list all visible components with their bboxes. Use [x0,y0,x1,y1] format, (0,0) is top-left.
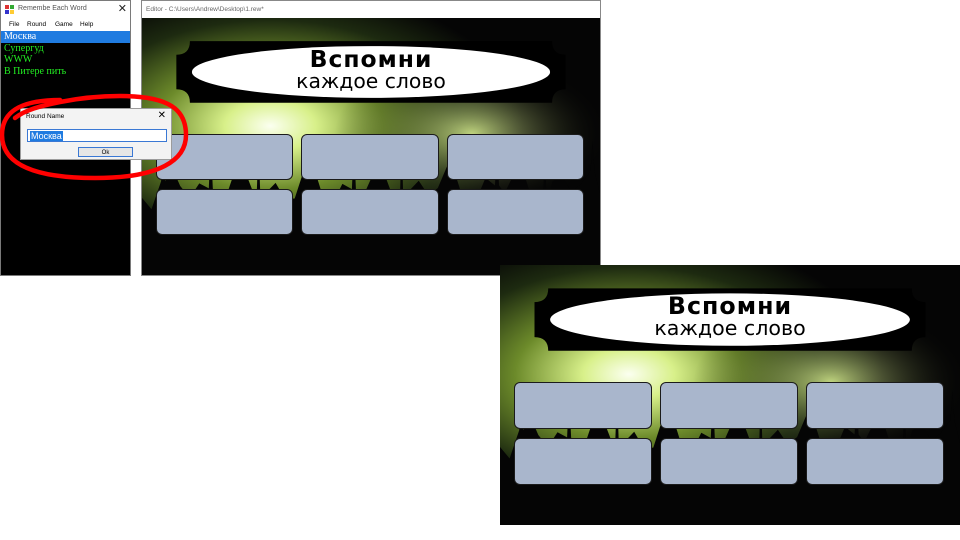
menu-bar: File Round Game Help [1,18,130,31]
banner-title: Вспомни [309,44,433,73]
word-slot[interactable] [155,133,294,180]
ok-button[interactable]: Ok [78,147,133,157]
word-slot [806,437,945,485]
round-name-input[interactable]: Москва [27,129,167,142]
close-icon[interactable]: ✕ [117,3,127,15]
list-item[interactable]: WWW [4,54,33,65]
list-item[interactable]: Москва [1,31,130,43]
word-slot [660,437,799,485]
banner-plate [191,46,551,98]
round-name-value: Москва [30,131,63,141]
word-list: Москва Супергуд WWW В Питере пить [1,31,130,77]
main-title-bar: Remembe Each Word ✕ [1,1,130,18]
preview-slide: Вспомни каждое слово [500,265,960,525]
banner-title: Вспомни [667,292,793,321]
editor-window: Editor - C:\Users\Andrew\Desktop\1.rew* … [141,0,601,276]
word-slot[interactable] [447,133,585,180]
main-title: Remembe Each Word [18,5,87,12]
menu-help[interactable]: Help [80,21,94,28]
list-item[interactable]: В Питере пить [4,65,67,77]
editor-title: Editor - C:\Users\Andrew\Desktop\1.rew* [146,6,264,13]
editor-title-bar: Editor - C:\Users\Andrew\Desktop\1.rew* [142,1,600,18]
round-name-dialog: Round Name ✕ Москва Ok [20,108,172,160]
menu-file[interactable]: File [9,21,20,28]
close-icon[interactable]: ✕ [157,110,166,121]
word-slot[interactable] [447,188,585,236]
slide-canvas[interactable]: Вспомни каждое слово [142,18,600,275]
list-item[interactable]: Супергуд [4,42,44,54]
banner-plate [550,293,910,346]
word-slot[interactable] [155,188,294,236]
banner-subtitle: каждое слово [654,316,806,341]
word-slot [660,382,799,429]
word-slot [513,382,652,429]
word-slot[interactable] [301,133,439,180]
word-slot [806,382,945,429]
menu-round[interactable]: Round [27,21,47,28]
app-icon [5,5,14,14]
menu-game[interactable]: Game [55,21,73,28]
word-slot [513,437,652,485]
word-slot[interactable] [301,188,439,236]
banner-subtitle: каждое слово [296,68,446,93]
dialog-title: Round Name [26,113,65,120]
